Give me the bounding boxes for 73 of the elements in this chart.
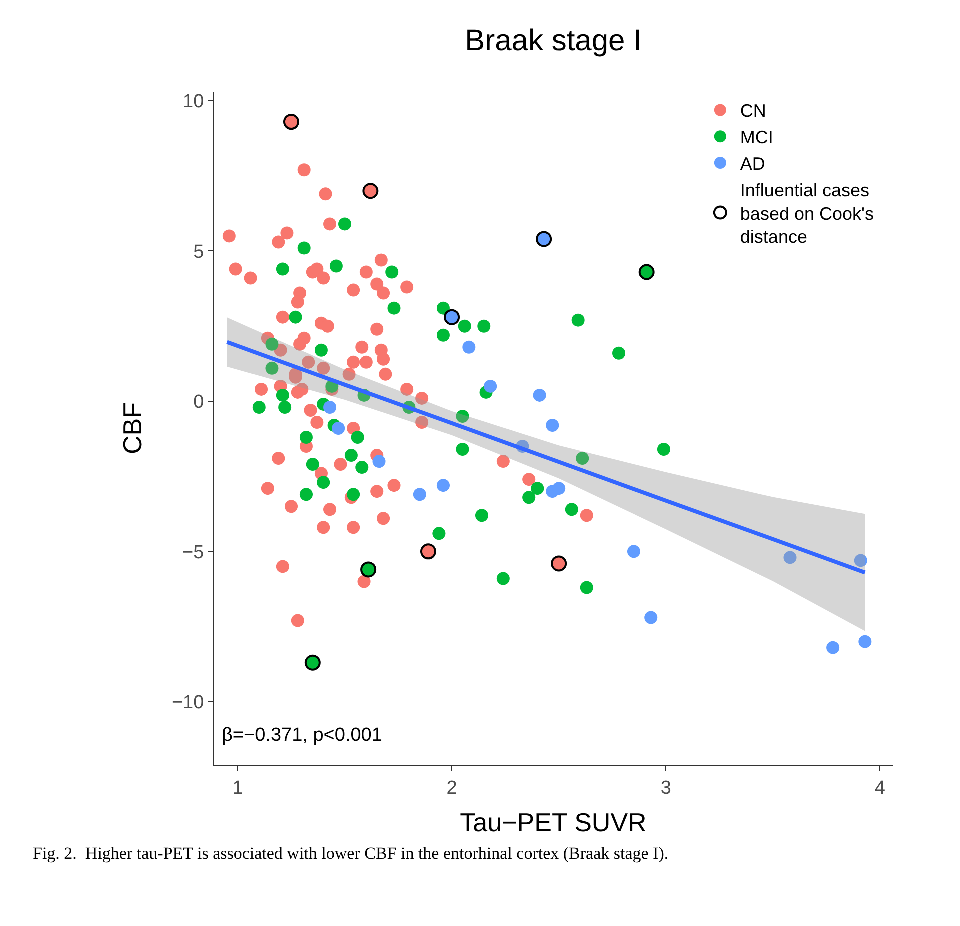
point <box>854 554 868 568</box>
x-tick-label: 1 <box>232 778 244 799</box>
y-tick-label: −5 <box>182 542 204 564</box>
point <box>484 380 498 393</box>
point <box>266 362 279 375</box>
point <box>552 482 566 496</box>
point <box>372 455 386 468</box>
annotation: β=−0.371, p<0.001 <box>222 725 382 746</box>
point <box>580 581 594 594</box>
point <box>347 488 360 502</box>
point <box>462 340 476 354</box>
point <box>644 611 658 624</box>
point <box>300 488 313 502</box>
point <box>351 431 364 444</box>
y-axis-title: CBF <box>117 402 148 454</box>
line-series <box>225 340 868 575</box>
point <box>388 302 401 315</box>
legend-label: CN <box>740 101 766 122</box>
x-tick-label: 2 <box>446 778 458 799</box>
point <box>413 488 426 502</box>
point <box>317 476 330 490</box>
point <box>386 266 399 279</box>
point <box>533 388 546 402</box>
point <box>456 410 470 423</box>
point <box>572 314 585 327</box>
y-tick-label: −10 <box>172 692 204 714</box>
point <box>784 551 797 564</box>
x-tick-label: 3 <box>660 778 672 799</box>
point <box>338 218 352 231</box>
point <box>300 431 313 444</box>
point <box>458 320 472 333</box>
y-tick-label: 0 <box>194 392 204 414</box>
point <box>576 452 590 466</box>
chart-title: Braak stage I <box>465 24 642 58</box>
point <box>546 419 560 432</box>
point <box>657 443 670 456</box>
point <box>826 641 840 654</box>
point <box>314 344 328 357</box>
point <box>858 635 872 648</box>
point <box>344 449 358 462</box>
point <box>332 422 346 435</box>
point <box>252 400 266 414</box>
point <box>266 338 279 351</box>
point <box>330 260 343 273</box>
point <box>276 262 290 276</box>
point <box>478 320 491 333</box>
point <box>436 302 450 315</box>
point <box>456 443 470 456</box>
point <box>436 328 450 342</box>
y-tick-label: 5 <box>194 242 204 263</box>
legend-label: AD <box>740 154 766 174</box>
x-axis-title: Tau−PET SUVR <box>460 808 647 838</box>
point <box>522 491 536 504</box>
legend-label: MCI <box>740 128 774 148</box>
legend-label: Influential cases based on Cook's distance <box>740 180 874 248</box>
point <box>612 346 626 360</box>
caption: Fig. 2. Higher tau-PET is associated with lower CBF in the entorhinal cortex (Braak stage I). <box>33 844 669 863</box>
point <box>306 458 320 472</box>
point <box>356 461 369 474</box>
point <box>627 545 640 558</box>
x-tick-label: 4 <box>874 778 886 799</box>
y-tick-label: 10 <box>183 92 204 113</box>
point <box>289 310 302 324</box>
point <box>276 388 290 402</box>
point <box>476 509 488 522</box>
point <box>436 479 450 492</box>
point <box>278 400 292 414</box>
point <box>531 482 544 496</box>
point <box>565 503 578 516</box>
point <box>298 242 311 255</box>
point <box>432 527 446 540</box>
point <box>496 572 510 586</box>
point <box>324 400 337 414</box>
